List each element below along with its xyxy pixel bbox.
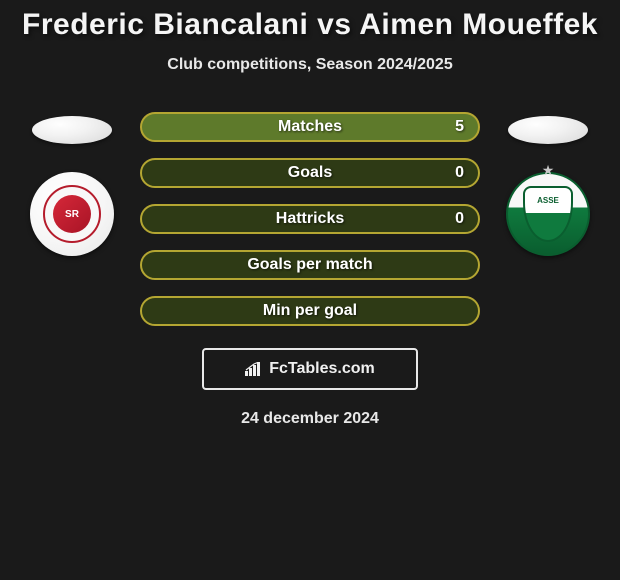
branding-box[interactable]: FcTables.com — [202, 348, 418, 390]
star-icon: ★ — [542, 162, 555, 179]
stats-column: Matches 5 Goals 0 Hattricks 0 Goals per match M… — [140, 112, 480, 326]
stat-label: Min per goal — [263, 302, 357, 320]
stat-label: Matches — [278, 118, 342, 136]
right-club-crest: ★ ASSE — [506, 172, 590, 256]
crest-initials: SR — [65, 209, 79, 220]
crest-ring: SR — [43, 185, 101, 243]
crest-shield: ASSE — [523, 186, 573, 242]
stat-value-right: 0 — [455, 210, 464, 228]
stat-row: Hattricks 0 — [140, 204, 480, 234]
right-player-column: ★ ASSE — [498, 112, 598, 256]
branding-label: FcTables.com — [269, 360, 375, 378]
comparison-card: Frederic Biancalani vs Aimen Moueffek Cl… — [0, 0, 620, 580]
main-row: SR Matches 5 Goals 0 Hattricks 0 Goals per mat… — [0, 112, 620, 326]
stat-row: Goals 0 — [140, 158, 480, 188]
subtitle: Club competitions, Season 2024/2025 — [0, 56, 620, 74]
crest-initials: ASSE — [537, 196, 559, 205]
date-line: 24 december 2024 — [0, 410, 620, 428]
stat-label: Goals per match — [247, 256, 372, 274]
stat-row: Matches 5 — [140, 112, 480, 142]
stat-value-right: 0 — [455, 164, 464, 182]
left-player-column: SR — [22, 112, 122, 256]
stat-row: Min per goal — [140, 296, 480, 326]
stat-label: Hattricks — [276, 210, 344, 228]
bar-chart-icon — [245, 362, 263, 376]
left-club-crest: SR — [30, 172, 114, 256]
stat-label: Goals — [288, 164, 332, 182]
stat-value-right: 5 — [455, 118, 464, 136]
page-title: Frederic Biancalani vs Aimen Moueffek — [0, 8, 620, 42]
left-marker-oval — [32, 116, 112, 144]
crest-core: SR — [53, 195, 91, 233]
stat-row: Goals per match — [140, 250, 480, 280]
right-marker-oval — [508, 116, 588, 144]
